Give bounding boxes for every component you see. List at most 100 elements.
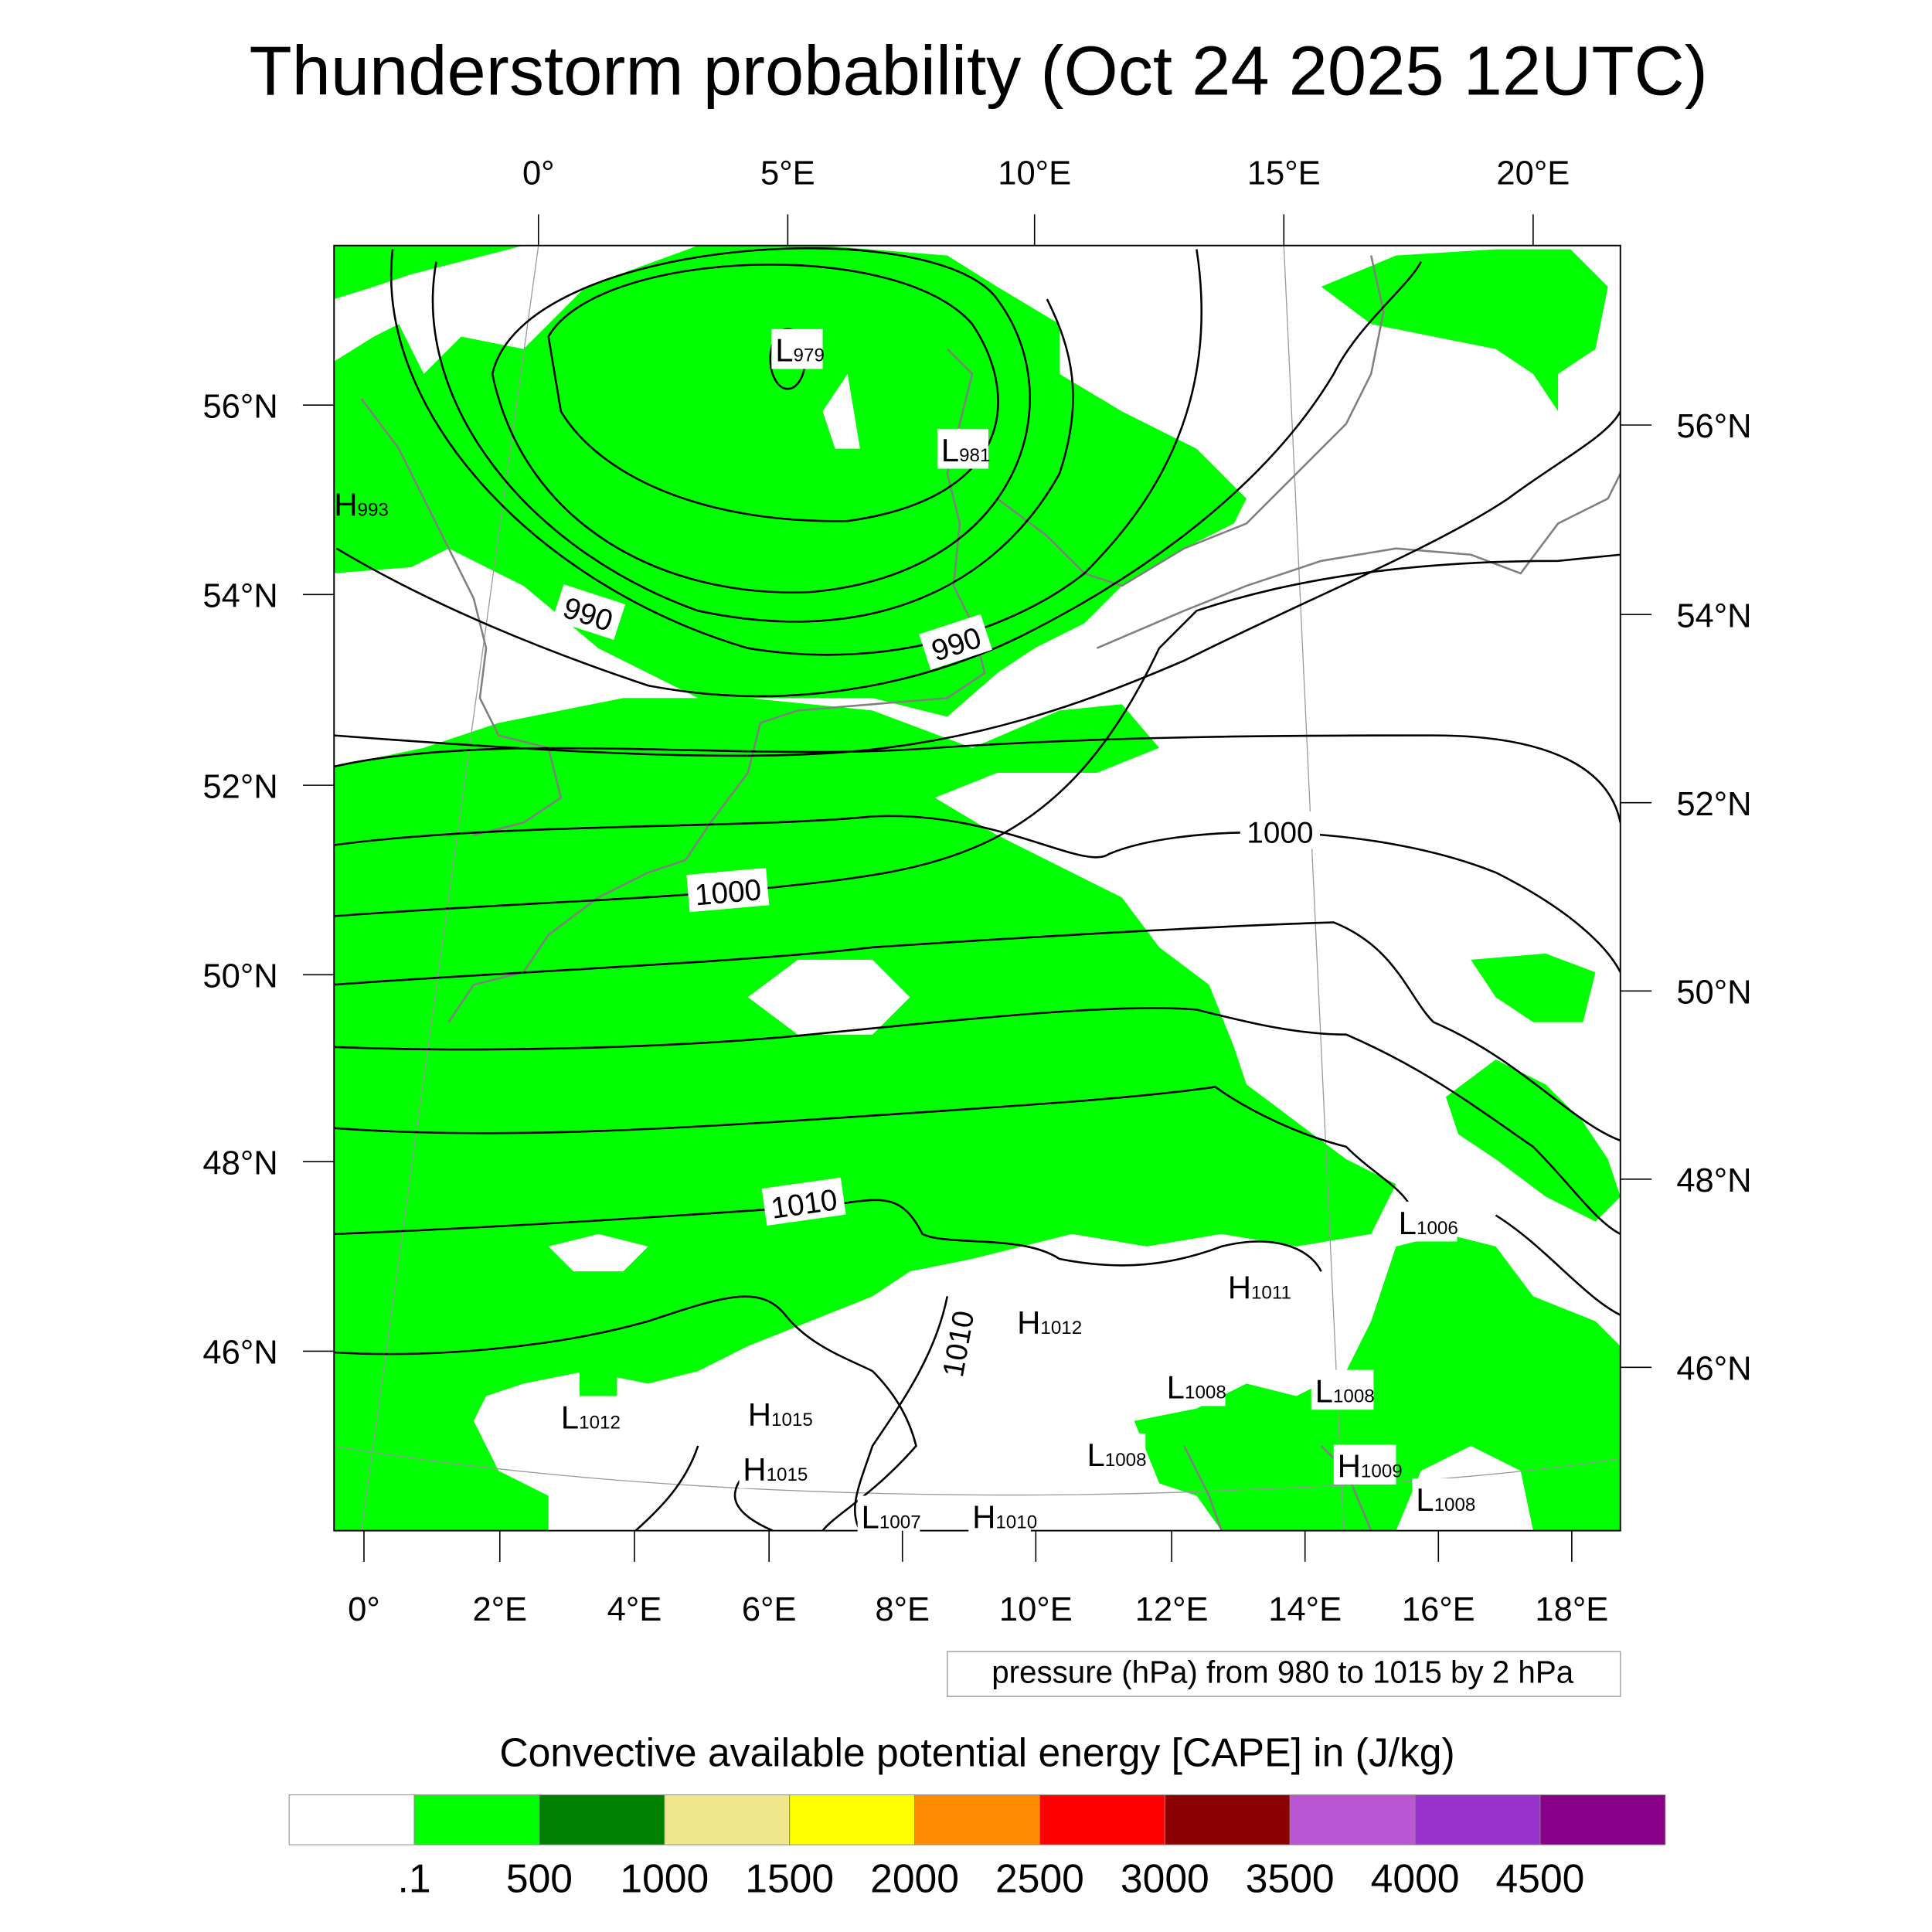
- cape-area-hole-1: [747, 959, 910, 1035]
- svg-text:L1006: L1006: [1399, 1205, 1458, 1241]
- svg-text:H1009: H1009: [1338, 1447, 1403, 1484]
- top-tick-label: 10°E: [998, 155, 1071, 192]
- colorbar-swatch: [1289, 1794, 1416, 1845]
- cape-area-northeast: [1321, 249, 1608, 412]
- contour-info-text: pressure (hPa) from 980 to 1015 by 2 hPa: [992, 1654, 1574, 1689]
- isobar: [334, 734, 1621, 823]
- isobar: [491, 247, 1031, 594]
- cape-area-hole-3: [822, 373, 860, 449]
- svg-text:L979: L979: [775, 332, 825, 369]
- svg-text:L1008: L1008: [1416, 1481, 1475, 1518]
- pressure-center-low: L1008: [1083, 1433, 1147, 1474]
- right-tick-label: 46°N: [1676, 1350, 1751, 1387]
- isobar: [334, 815, 1621, 973]
- top-tick-label: 5°E: [760, 155, 815, 192]
- right-tick-label: 48°N: [1676, 1162, 1751, 1199]
- right-axis: 56°N 54°N 52°N 50°N 48°N 46°N: [1620, 408, 1752, 1387]
- contour-label: 1000: [686, 868, 770, 912]
- coastline: [996, 255, 1385, 587]
- graticule-line: [361, 245, 539, 1531]
- contour-info-box: pressure (hPa) from 980 to 1015 by 2 hPa: [947, 1651, 1621, 1697]
- colorbar-title: Convective available potential energy [C…: [499, 1730, 1454, 1774]
- colorbar-swatch: [1414, 1794, 1541, 1845]
- svg-text:H1015: H1015: [743, 1451, 808, 1488]
- pressure-center-low: L1007: [857, 1495, 921, 1536]
- pressure-center-high: H1009: [1333, 1444, 1403, 1485]
- cape-area-central: [334, 698, 1396, 1531]
- bottom-tick-label: 4°E: [607, 1591, 662, 1628]
- isobar: [334, 1007, 1621, 1235]
- isobar: [334, 921, 1621, 1142]
- svg-text:H1011: H1011: [1228, 1270, 1291, 1306]
- svg-text:1000: 1000: [693, 873, 762, 912]
- colorbar-swatch: [288, 1794, 415, 1845]
- graticule-line: [1283, 245, 1345, 1531]
- svg-text:L1008: L1008: [1167, 1369, 1226, 1406]
- svg-text:1010: 1010: [937, 1308, 981, 1379]
- colorbar-label: .1: [398, 1855, 431, 1900]
- cape-area-hole-2: [548, 1233, 648, 1272]
- colorbar-swatch: [914, 1794, 1040, 1845]
- pressure-center-high: H1010: [968, 1495, 1037, 1536]
- cape-area-east: [1134, 1233, 1621, 1531]
- svg-text:H993: H993: [334, 487, 389, 523]
- colorbar-label: 3000: [1121, 1855, 1209, 1900]
- pressure-center-high: H1015: [743, 1393, 813, 1434]
- svg-text:L1008: L1008: [1315, 1373, 1375, 1410]
- pressure-center-high: H1015: [739, 1448, 808, 1488]
- isobar: [334, 410, 1621, 757]
- bottom-tick-label: 0°: [348, 1591, 380, 1628]
- bottom-tick-label: 16°E: [1402, 1591, 1475, 1628]
- bottom-tick-label: 14°E: [1268, 1591, 1342, 1628]
- right-tick-label: 54°N: [1676, 597, 1751, 634]
- pressure-center-low: L1008: [1311, 1369, 1375, 1410]
- pressure-center-low: L1008: [1412, 1478, 1475, 1519]
- top-tick-label: 0°: [522, 155, 555, 192]
- coastline: [360, 398, 563, 836]
- svg-text:H1012: H1012: [1017, 1304, 1082, 1341]
- bottom-tick-label: 10°E: [999, 1591, 1073, 1628]
- left-tick-label: 48°N: [202, 1145, 277, 1182]
- cape-area-east-2: [1445, 1059, 1621, 1222]
- isobar: [1495, 1214, 1621, 1316]
- colorbar-swatch: [664, 1794, 791, 1845]
- svg-text:L1007: L1007: [862, 1498, 921, 1535]
- pressure-center-low: L979: [771, 328, 825, 369]
- cape-area-east-3: [1471, 953, 1596, 1022]
- pressure-center-high: H1012: [1013, 1301, 1082, 1342]
- bottom-axis: 0° 2°E 4°E 6°E 8°E 10°E 12°E 14°E 16°E 18°E: [348, 1530, 1608, 1628]
- svg-text:H1015: H1015: [748, 1396, 813, 1433]
- colorbar-label: 2500: [995, 1855, 1084, 1900]
- isobar: [390, 249, 1203, 656]
- top-tick-label: 20°E: [1496, 155, 1570, 192]
- contour-label: 1010: [761, 1177, 846, 1226]
- colorbar-label: 3500: [1246, 1855, 1335, 1900]
- coastline: [447, 348, 986, 1023]
- isobar: [334, 1295, 917, 1531]
- left-tick-label: 52°N: [202, 768, 277, 805]
- coastline: [1096, 473, 1621, 649]
- bottom-tick-label: 6°E: [742, 1591, 797, 1628]
- cape-area-main: [334, 245, 1247, 717]
- pressure-center-low: L1006: [1394, 1201, 1458, 1242]
- bottom-tick-label: 2°E: [472, 1591, 527, 1628]
- colorbar-swatch: [789, 1794, 916, 1845]
- pressure-center-low: L1012: [556, 1396, 621, 1437]
- colorbar-label: 1500: [745, 1855, 834, 1900]
- svg-text:L981: L981: [941, 432, 991, 468]
- bottom-tick-label: 12°E: [1135, 1591, 1209, 1628]
- isobar: [334, 553, 1621, 917]
- isobar: [853, 1296, 949, 1531]
- graticule-line: [334, 1445, 1621, 1496]
- right-tick-label: 52°N: [1676, 786, 1751, 823]
- top-axis: 0° 5°E 10°E 15°E 20°E: [522, 155, 1570, 246]
- left-axis: 56°N 54°N 52°N 50°N 48°N 46°N: [202, 388, 335, 1372]
- isobar: [431, 261, 1074, 623]
- colorbar-label: 4000: [1371, 1855, 1460, 1900]
- colorbar-swatch: [1164, 1794, 1291, 1845]
- svg-text:L1008: L1008: [1087, 1437, 1146, 1473]
- left-tick-label: 46°N: [202, 1335, 277, 1372]
- colorbar-label: 4500: [1496, 1855, 1585, 1900]
- colorbar-label: 500: [506, 1855, 573, 1900]
